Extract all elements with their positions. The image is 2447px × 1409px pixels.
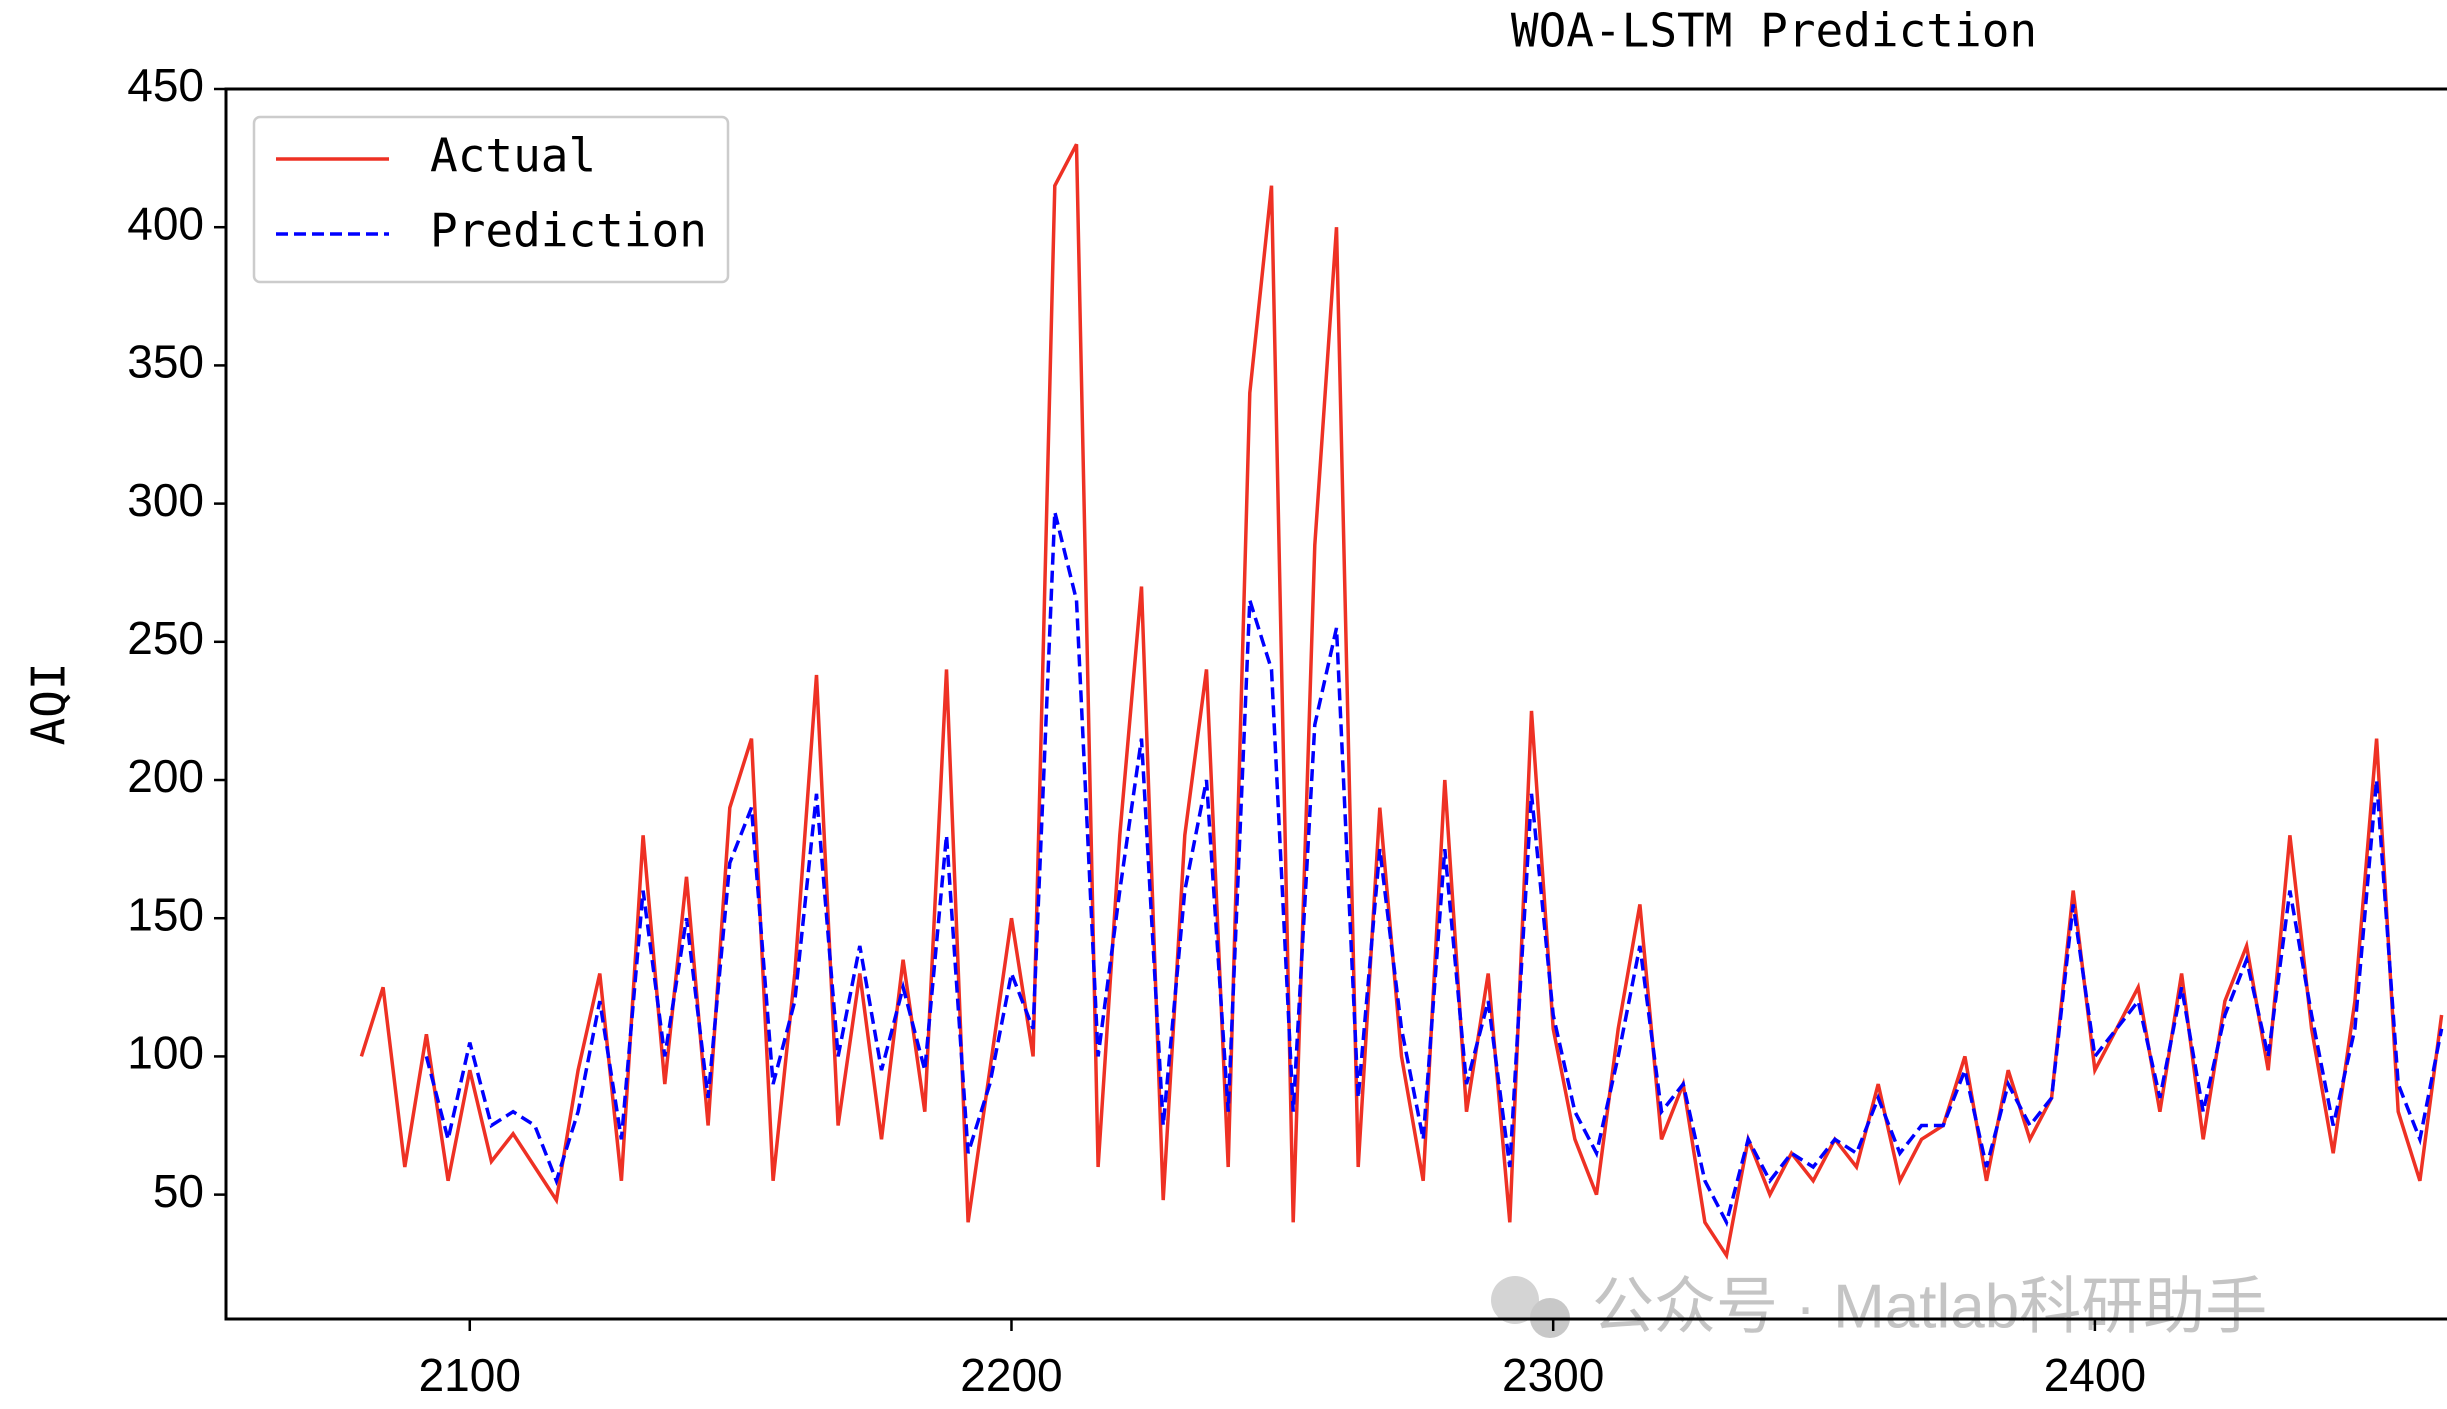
legend-label: Prediction — [430, 204, 707, 258]
x-tick-label: 2400 — [2044, 1349, 2146, 1401]
watermark: 公众号 · Matlab科研助手 — [1491, 1272, 2267, 1341]
watermark-icon — [1491, 1276, 1539, 1324]
legend-label: Actual — [430, 129, 596, 183]
x-tick-label: 2100 — [419, 1349, 521, 1401]
axis-frame — [224, 87, 2447, 1321]
chart-title: WOA-LSTM Prediction — [1511, 4, 2037, 58]
y-tick-label: 250 — [127, 612, 204, 664]
x-tick-label: 2300 — [1502, 1349, 1604, 1401]
y-tick-label: 400 — [127, 197, 204, 249]
y-tick-label: 100 — [127, 1027, 204, 1079]
data-line — [424, 511, 2444, 1228]
y-axis-label: AQI — [22, 662, 76, 745]
y-tick-label: 50 — [153, 1165, 204, 1217]
y-tick-label: 350 — [127, 336, 204, 388]
y-tick-label: 450 — [127, 59, 204, 111]
data-line — [359, 143, 2444, 1261]
y-tick-label: 200 — [127, 750, 204, 802]
legend: Actual Prediction — [252, 115, 730, 284]
y-tick-label: 150 — [127, 888, 204, 940]
x-tick-label: 2200 — [960, 1349, 1062, 1401]
y-tick-label: 300 — [127, 474, 204, 526]
watermark-text: 公众号 · Matlab科研助手 — [1592, 1272, 2267, 1341]
